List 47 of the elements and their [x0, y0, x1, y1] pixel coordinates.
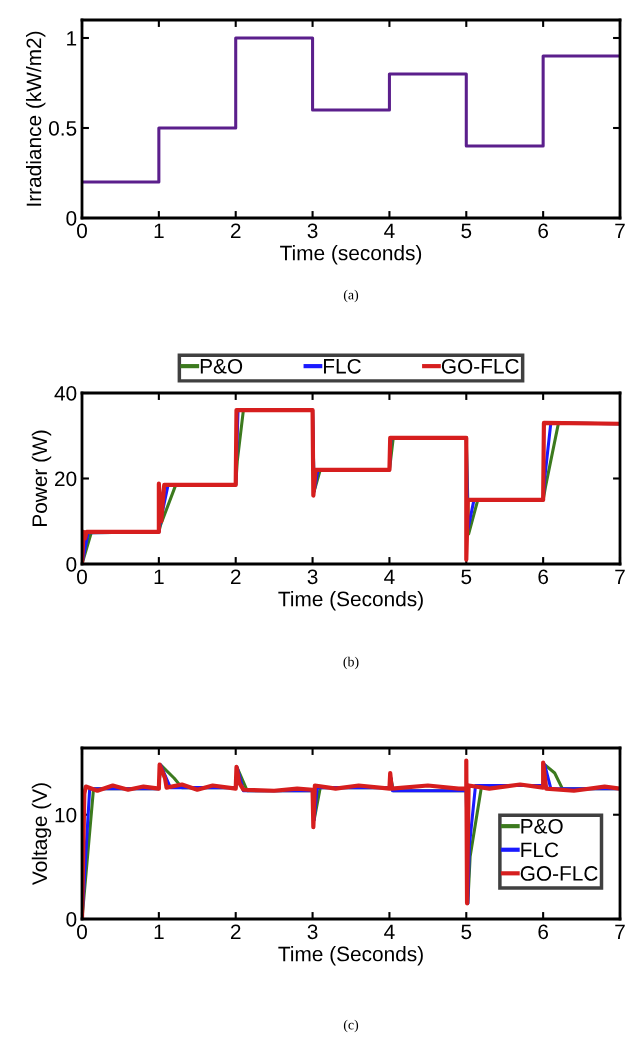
- x-tick-label: 6: [538, 569, 549, 585]
- y-tick-label: 0: [66, 211, 77, 226]
- x-axis-title: Time (seconds): [280, 245, 422, 265]
- x-tick-label: 7: [615, 924, 625, 939]
- x-tick-label: 3: [307, 924, 318, 940]
- x-tick-label: 5: [461, 223, 472, 239]
- legend-label: FLC: [324, 358, 361, 374]
- x-tick-label: 4: [384, 924, 395, 939]
- x-tick-label: 0: [77, 569, 87, 585]
- text: (b): [343, 656, 359, 670]
- x-tick-label: 2: [230, 569, 241, 584]
- y-tick-label: 0: [66, 557, 77, 572]
- legend-label: FLC: [521, 842, 559, 858]
- text: (c): [343, 1019, 359, 1033]
- y-axis-title: Voltage (V): [31, 783, 52, 885]
- x-tick-label: 3: [307, 569, 318, 585]
- legend-label: GO-FLC: [441, 358, 519, 374]
- x-tick-label: 1: [154, 223, 164, 238]
- x-tick-label: 3: [307, 223, 318, 239]
- x-tick-label: 0: [77, 924, 87, 940]
- legend-label: GO-FLC: [520, 866, 598, 881]
- x-axis-title: Time (Seconds): [278, 591, 423, 611]
- y-tick-label: 0.5: [48, 121, 77, 136]
- x-tick-label: 6: [538, 223, 549, 239]
- legend-label: P&O: [521, 818, 563, 834]
- x-tick-label: 7: [615, 569, 625, 584]
- y-tick-label: 20: [55, 471, 77, 487]
- text: (a): [343, 289, 359, 303]
- y-tick-label: 10: [55, 807, 77, 823]
- y-tick-label: 0: [66, 912, 77, 927]
- x-tick-label: 4: [384, 569, 395, 584]
- x-tick-label: 5: [461, 924, 472, 940]
- legend-label: P&O: [200, 358, 243, 374]
- x-tick-label: 7: [615, 223, 625, 238]
- x-tick-label: 6: [538, 924, 549, 940]
- y-tick-label: 1: [67, 31, 77, 46]
- x-tick-label: 2: [230, 223, 241, 238]
- x-tick-label: 1: [154, 924, 164, 939]
- x-tick-label: 2: [230, 924, 241, 939]
- x-tick-label: 5: [461, 569, 472, 585]
- x-tick-label: 4: [384, 223, 395, 238]
- x-axis-title: Time (Seconds): [278, 946, 423, 966]
- y-axis-title: Irradiance (kW/m2): [25, 31, 46, 206]
- y-axis-title: Power (W): [31, 430, 52, 526]
- y-tick-label: 40: [54, 386, 77, 401]
- x-tick-label: 0: [77, 223, 87, 239]
- x-tick-label: 1: [154, 569, 164, 584]
